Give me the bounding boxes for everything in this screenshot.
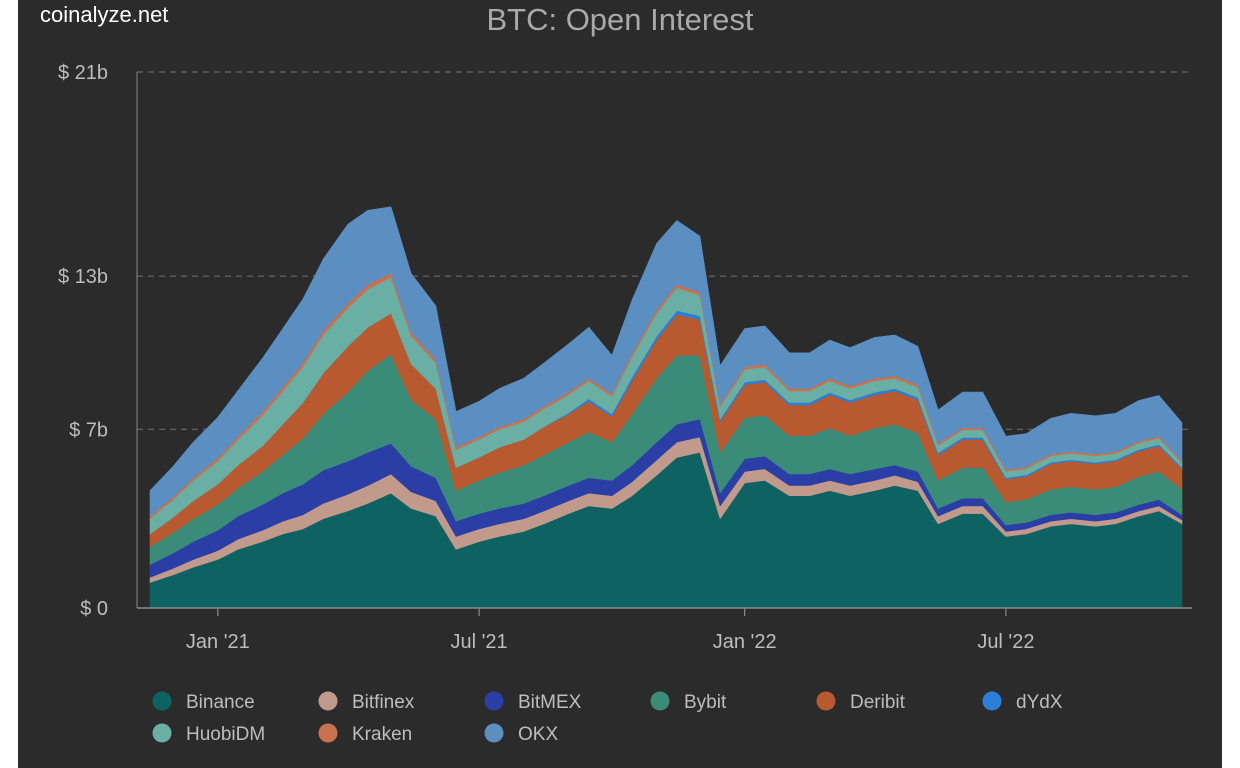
y-tick-label: $ 0 [80, 598, 108, 620]
y-tick-label: $ 21b [58, 62, 108, 84]
legend-item-dydx[interactable]: dYdX [982, 691, 1063, 714]
legend-swatch [484, 723, 504, 743]
legend-label: HuobiDM [186, 724, 265, 745]
legend-swatch [982, 691, 1002, 711]
legend-item-bybit[interactable]: Bybit [650, 691, 727, 714]
y-tick-label: $ 13b [58, 266, 108, 288]
legend-item-binance[interactable]: Binance [152, 691, 255, 714]
area-okx [149, 206, 1183, 517]
stacked-areas [149, 206, 1183, 609]
legend-swatch [484, 691, 504, 711]
x-axis-ticks: Jan '21 Jul '21 Jan '22 Jul '22 [186, 608, 1035, 653]
legend-label: Kraken [352, 724, 412, 745]
legend-label: Bitfinex [352, 692, 415, 713]
y-axis-ticks: $ 0 $ 7b $ 13b $ 21b [58, 62, 108, 620]
legend-swatch [152, 691, 172, 711]
legend-swatch [152, 723, 172, 743]
legend-item-kraken[interactable]: Kraken [318, 723, 413, 746]
x-tick-label: Jul '22 [977, 631, 1034, 653]
legend-item-okx[interactable]: OKX [484, 723, 559, 746]
legend-swatch [816, 691, 836, 711]
watermark: coinalyze.net [40, 2, 169, 27]
legend-label: BitMEX [518, 692, 582, 713]
legend-label: Deribit [850, 692, 906, 713]
y-tick-label: $ 7b [69, 419, 108, 441]
legend-label: OKX [518, 724, 558, 745]
legend-swatch [650, 691, 670, 711]
chart-title: BTC: Open Interest [486, 2, 754, 37]
legend-item-deribit[interactable]: Deribit [816, 691, 906, 714]
legend-item-huobidm[interactable]: HuobiDM [152, 723, 266, 746]
x-tick-label: Jan '21 [186, 631, 250, 653]
legend-label: Bybit [684, 692, 727, 713]
legend-label: dYdX [1016, 692, 1063, 713]
legend-label: Binance [186, 692, 255, 713]
x-tick-label: Jul '21 [450, 631, 507, 653]
x-tick-label: Jan '22 [713, 631, 777, 653]
legend: Binance Bitfinex BitMEX Bybit Deribit dYdX Huo… [152, 691, 1063, 746]
legend-item-bitfinex[interactable]: Bitfinex [318, 691, 415, 714]
legend-swatch [318, 723, 338, 743]
legend-item-bitmex[interactable]: BitMEX [484, 691, 582, 714]
legend-swatch [318, 691, 338, 711]
